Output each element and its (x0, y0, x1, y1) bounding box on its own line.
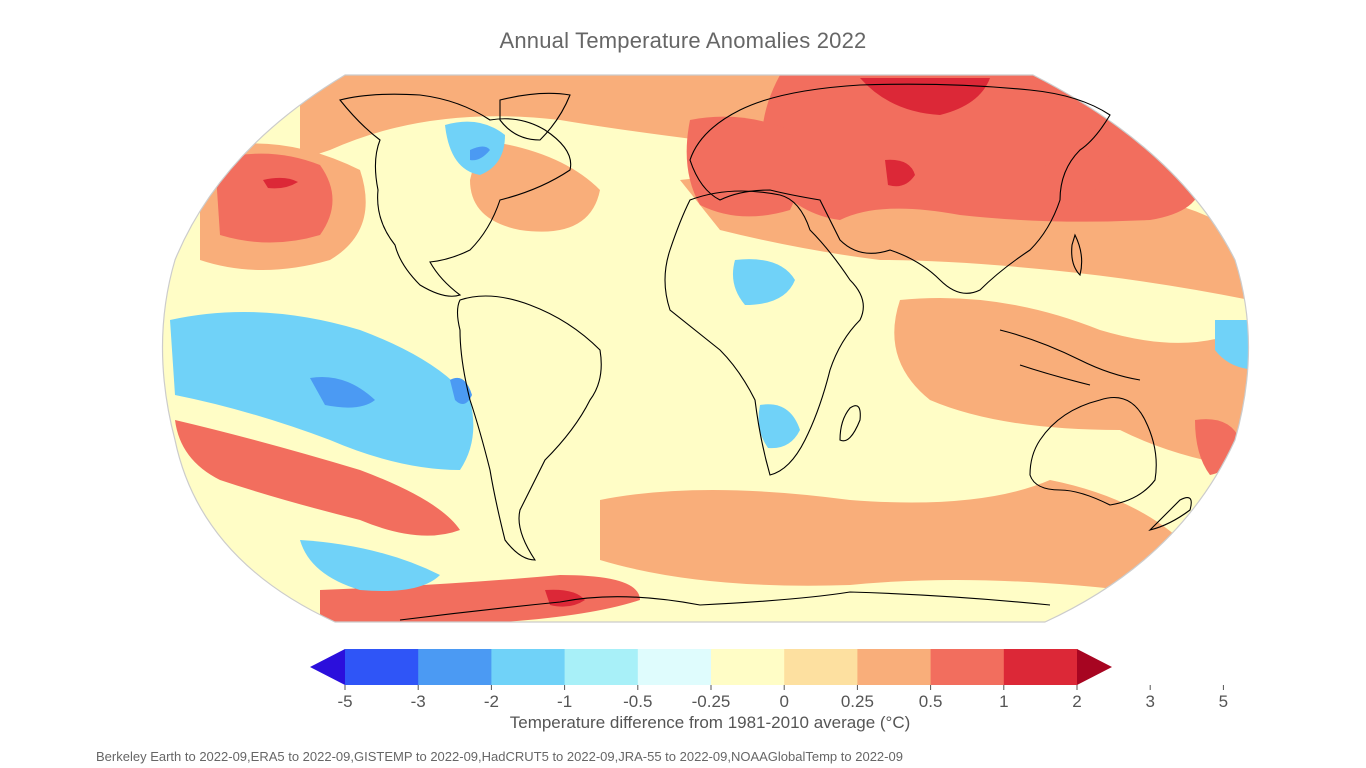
new-zealand-coastline (1148, 497, 1192, 532)
source-note: Berkeley Earth to 2022-09,ERA5 to 2022-0… (96, 749, 903, 764)
japan-coastline (1071, 233, 1083, 277)
tropical-pacific-cold-region (310, 376, 375, 408)
colorbar-segment (310, 649, 345, 685)
south-atlantic-warm-region (600, 480, 1200, 600)
colorbar-segment (930, 649, 1005, 685)
colorbar-tick-label: 0 (779, 692, 789, 711)
north-pacific-hot-spot (263, 177, 298, 189)
north-pacific-warm-region (215, 153, 333, 243)
siberia-hot-region (860, 78, 990, 115)
colorbar-label: Temperature difference from 1981-2010 av… (509, 713, 911, 732)
west-pacific-cool-region (1215, 320, 1249, 370)
colorbar-tick-label: 0.25 (840, 692, 874, 711)
colorbar-segment (345, 649, 419, 685)
map-title: Annual Temperature Anomalies 2022 (499, 28, 867, 53)
anomaly-field (162, 75, 1249, 622)
eurasia-coastline (689, 83, 1111, 294)
southern-africa-cool-region (758, 404, 800, 449)
greenland-coastline (499, 92, 571, 141)
colorbar-tick-label: -0.5 (623, 692, 653, 711)
colorbar-segment (784, 649, 858, 685)
south-pacific-cool-region (300, 540, 440, 591)
europe-warm-region (686, 116, 800, 217)
indian-ocean-warm-region (894, 298, 1249, 470)
southern-ocean-warm-region (175, 420, 460, 536)
map-border (161, 74, 1250, 623)
colorbar-tick-label: 5 (1218, 692, 1229, 711)
colorbar-tick-label: -2 (483, 692, 499, 711)
madagascar-coastline (839, 405, 861, 442)
sahara-cool-region (732, 259, 795, 305)
central-asia-hot-region (885, 159, 915, 187)
colorbar-tick-label: -3 (410, 692, 426, 711)
colorbar-segment (564, 649, 639, 685)
colorbar-tick-label: -1 (557, 692, 573, 711)
colorbar (310, 649, 1224, 690)
colorbar-tick-label: 1 (999, 692, 1009, 711)
colorbar-segment (1077, 649, 1112, 685)
colorbar-tick-label: 0.5 (918, 692, 943, 711)
coastlines (339, 83, 1192, 621)
colorbar-segment (637, 649, 712, 685)
colorbar-tick-label: -5 (337, 692, 353, 711)
africa-coastline (664, 190, 864, 476)
north-atlantic-warm-region (470, 140, 600, 232)
australia-coastline (1029, 396, 1157, 506)
antarctica-coastline (399, 591, 1051, 621)
colorbar-tick-label: -0.25 (691, 692, 731, 711)
colorbar-tick-label: 3 (1145, 692, 1155, 711)
colorbar-segment (491, 649, 566, 685)
hudson-bay-cold-spot (470, 146, 490, 161)
east-asia-warm-region (1040, 118, 1110, 210)
colorbar-segment (857, 649, 932, 685)
colorbar-tick-label: 2 (1072, 692, 1082, 711)
indonesia-coastline (999, 329, 1141, 386)
colorbar-segment (711, 649, 785, 685)
siberia-warm-region (762, 75, 1202, 222)
colorbar-segment (1003, 649, 1078, 685)
colorbar-segment (418, 649, 492, 685)
south-america-coastline (456, 295, 602, 561)
north-america-coastline (339, 93, 572, 297)
